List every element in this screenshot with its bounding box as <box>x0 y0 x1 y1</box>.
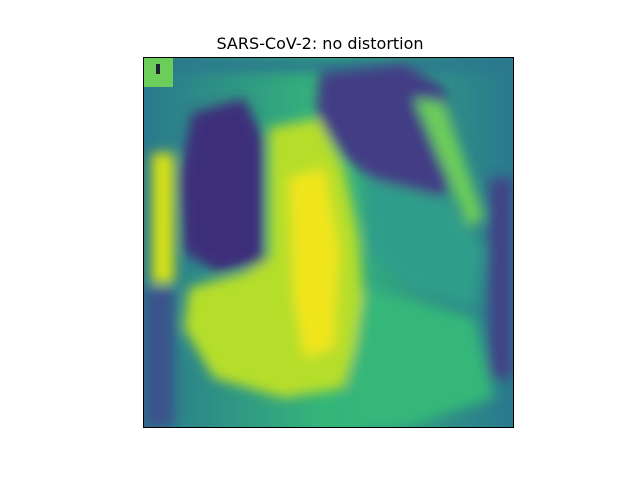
right-rib-band <box>414 98 484 228</box>
right-edge <box>489 178 513 378</box>
corner-marker-glyph <box>156 64 160 74</box>
figure-title: SARS-CoV-2: no distortion <box>216 34 424 53</box>
right-lower-field <box>364 178 484 308</box>
top-edge <box>144 58 513 72</box>
lower-right-field <box>344 288 494 427</box>
left-chest-wall <box>152 153 174 283</box>
xray-heatmap-image <box>144 58 513 427</box>
left-lung <box>179 98 264 273</box>
right-lung <box>316 63 464 208</box>
left-lower-edge <box>144 288 174 427</box>
xray-image-axes <box>143 57 514 428</box>
heart-core <box>289 168 339 358</box>
